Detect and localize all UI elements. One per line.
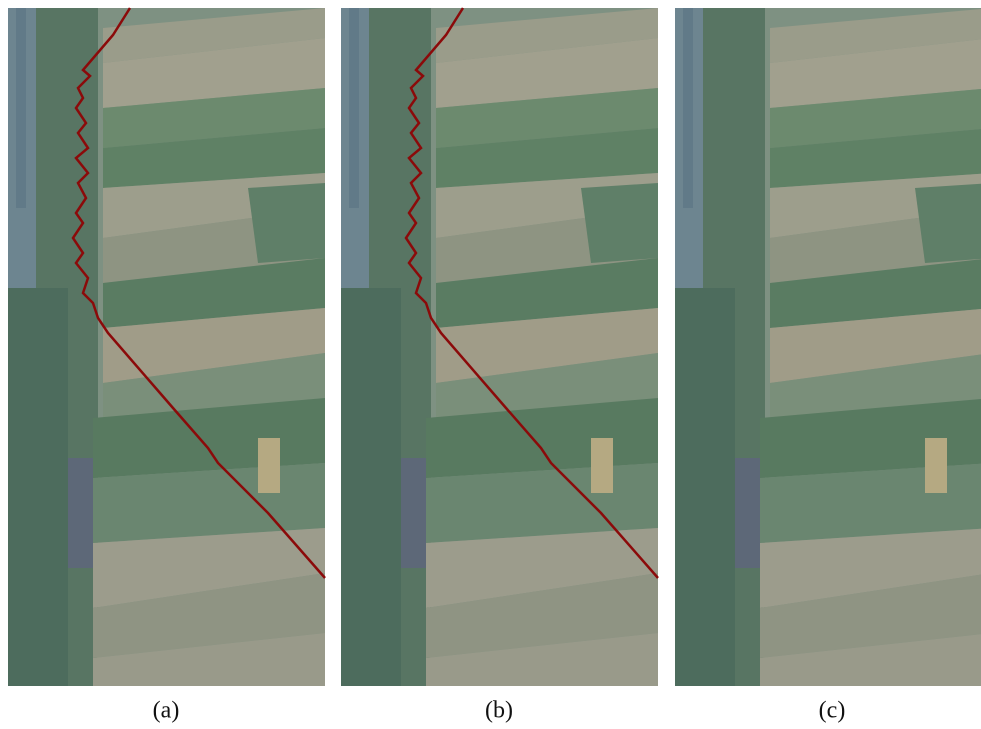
page: (a) (b) (c) (() => { const data = JSON.p… xyxy=(0,0,981,729)
panel-label: (c) xyxy=(819,698,846,724)
figure: (a) (b) (c) xyxy=(0,0,981,729)
aerial-image xyxy=(341,8,658,686)
panel-c xyxy=(675,8,981,686)
aerial-image xyxy=(8,8,325,686)
panel-a xyxy=(8,8,325,686)
panel-label: (a) xyxy=(153,698,180,724)
aerial-image xyxy=(675,8,981,686)
panel-b xyxy=(341,8,658,686)
panel-label: (b) xyxy=(485,698,513,724)
